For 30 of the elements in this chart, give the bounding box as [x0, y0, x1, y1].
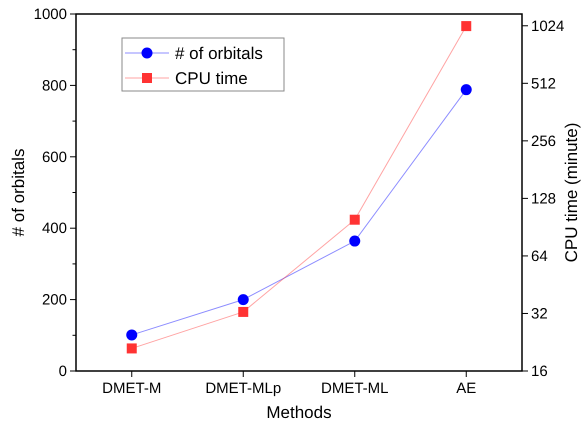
x-tick-label: DMET-MLp: [205, 380, 282, 397]
y2-axis-title: CPU time (minute): [562, 122, 581, 262]
point: [460, 84, 472, 96]
point: [350, 214, 360, 225]
x-tick-label: DMET-ML: [321, 380, 388, 397]
point: [238, 294, 249, 306]
point: [126, 343, 137, 354]
y2-tick-label: 256: [531, 132, 556, 150]
legend-label: # of orbitals: [175, 44, 263, 63]
y-tick-label: 800: [42, 77, 67, 94]
y-axis-title: # of orbitals: [9, 148, 28, 236]
y2-tick-label: 16: [531, 363, 548, 380]
x-axis-title: Methods: [266, 403, 332, 422]
y2-tick-label: 64: [531, 248, 548, 265]
y2-tick-label: 128: [531, 190, 556, 208]
y-tick-label: 1000: [34, 6, 67, 23]
y2-tick-label: 1024: [531, 18, 564, 35]
legend-label: CPU time: [175, 69, 248, 88]
point: [461, 21, 472, 32]
y-tick-label: 400: [42, 220, 67, 238]
y2-tick-label: 32: [531, 305, 548, 322]
point: [349, 236, 360, 247]
y2-tick-label: 512: [531, 75, 556, 92]
y-tick-label: 200: [42, 292, 67, 309]
point: [126, 329, 138, 340]
y-tick-label: 0: [58, 363, 67, 380]
x-tick-label: DMET-M: [102, 380, 162, 397]
point: [238, 306, 248, 317]
y-tick-label: 600: [42, 148, 67, 166]
x-tick-label: AE: [456, 380, 476, 397]
